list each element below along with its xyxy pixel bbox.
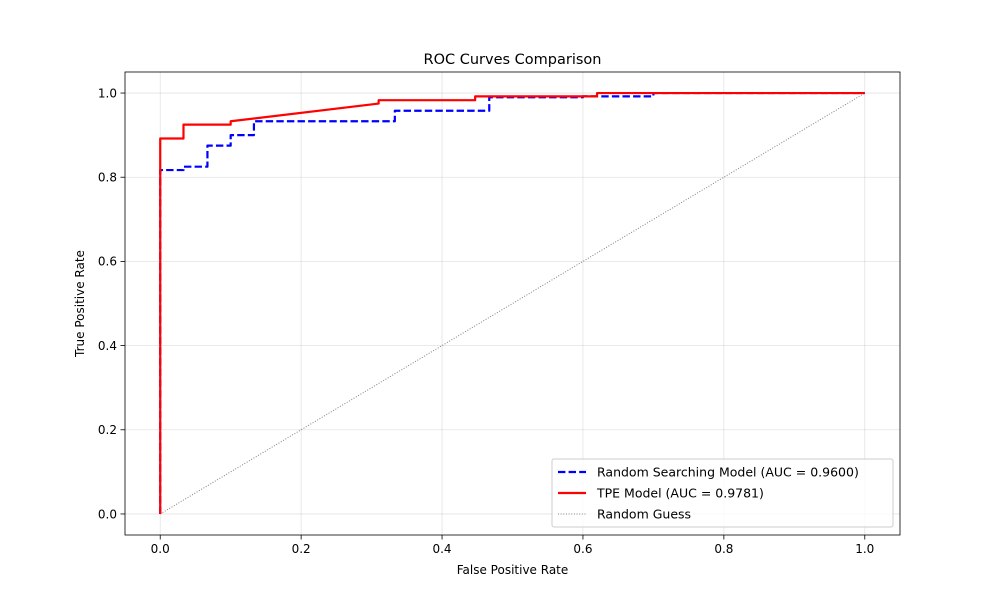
x-tick-label: 0.8 (714, 542, 733, 556)
y-tick-label: 0.0 (98, 507, 117, 521)
series-line-2 (159, 92, 866, 515)
x-tick-label: 0.0 (151, 542, 170, 556)
legend-entries: Random Searching Model (AUC = 0.9600) TPE… (558, 465, 859, 522)
axis-ticks: 0.0 0.2 0.4 0.6 0.8 1.0 0.0 0.2 0.4 0.6 0.8 1.0 (98, 86, 874, 556)
legend-label-0: Random Searching Model (AUC = 0.9600) (597, 465, 859, 480)
x-tick-label: 0.4 (432, 542, 451, 556)
plot-area: 0.0 0.2 0.4 0.6 0.8 1.0 0.0 0.2 0.4 0.6 0.8 1.0 (98, 71, 901, 556)
axes-frame (124, 71, 901, 536)
x-tick-label: 0.6 (573, 542, 592, 556)
y-tick-label: 0.8 (98, 171, 117, 185)
y-axis-label: True Positive Rate (73, 250, 87, 358)
legend: Random Searching Model (AUC = 0.9600) TPE… (551, 458, 894, 528)
x-tick-label: 1.0 (855, 542, 874, 556)
x-axis-label: False Positive Rate (457, 563, 569, 577)
y-tick-label: 0.4 (98, 339, 117, 353)
y-tick-label: 0.2 (98, 423, 117, 437)
y-tick-label: 1.0 (98, 86, 117, 100)
legend-label-2: Random Guess (597, 507, 691, 522)
legend-box (551, 458, 894, 528)
series-lines (159, 91, 866, 515)
chart-title: ROC Curves Comparison (424, 52, 602, 68)
x-tick-label: 0.2 (292, 542, 311, 556)
legend-label-1: TPE Model (AUC = 0.9781) (596, 486, 764, 501)
series-line-1 (159, 91, 865, 514)
y-tick-label: 0.6 (98, 255, 117, 269)
